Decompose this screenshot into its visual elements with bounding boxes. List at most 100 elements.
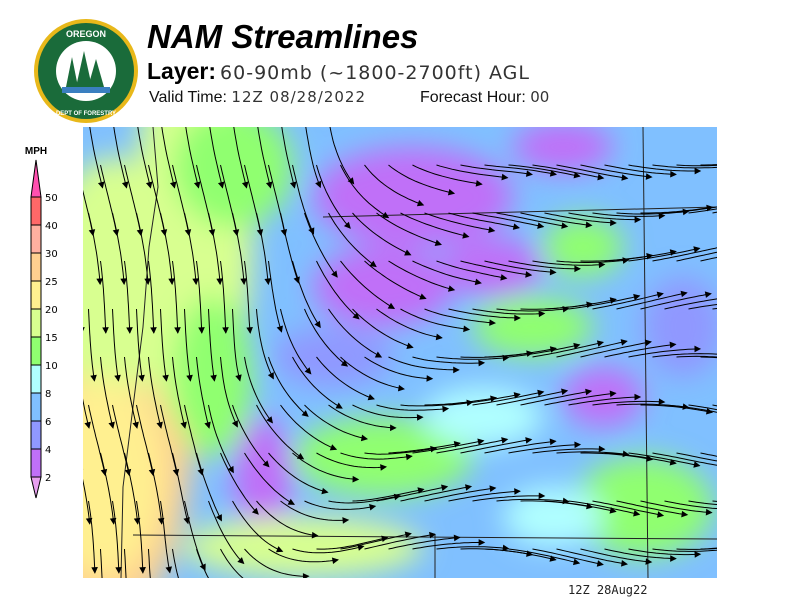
streamline xyxy=(400,308,470,330)
streamline-arrow xyxy=(360,434,369,442)
streamline xyxy=(532,341,604,358)
streamline-arrow xyxy=(150,327,157,334)
streamline xyxy=(364,260,426,299)
streamline-arrow xyxy=(417,487,425,494)
streamline xyxy=(113,127,127,188)
streamline xyxy=(424,308,495,324)
streamline-arrow xyxy=(634,393,642,401)
streamline-arrow xyxy=(435,333,443,341)
streamline xyxy=(160,500,171,573)
streamline-arrow xyxy=(416,414,424,421)
streamline xyxy=(520,212,592,226)
streamline xyxy=(329,127,354,184)
streamline xyxy=(112,500,120,573)
streamline xyxy=(124,452,139,524)
streamline xyxy=(148,548,151,578)
layer-value: 60-90mb (~1800-2700ft) AGL xyxy=(220,62,530,84)
streamline xyxy=(604,343,676,358)
streamline-arrow xyxy=(85,517,93,525)
streamline xyxy=(664,500,717,510)
streamline xyxy=(83,478,91,524)
streamline-arrow xyxy=(681,510,689,518)
streamline-arrow xyxy=(287,498,295,505)
streamline-arrow xyxy=(264,278,272,286)
streamline-arrow xyxy=(198,327,205,334)
streamline xyxy=(220,356,238,427)
streamline xyxy=(652,164,717,169)
streamline xyxy=(400,486,472,502)
streamline xyxy=(100,452,115,524)
streamline-arrow xyxy=(657,511,665,518)
streamline xyxy=(508,344,580,358)
streamline-arrow xyxy=(193,181,201,189)
streamline xyxy=(448,212,520,229)
legend-tick: 50 xyxy=(45,193,58,204)
streamline xyxy=(676,164,717,167)
streamline xyxy=(460,439,532,454)
streamline xyxy=(460,164,532,175)
wind-speed-region xyxy=(313,147,513,247)
streamline-arrow xyxy=(156,421,163,429)
streamline xyxy=(424,487,496,502)
legend-swatch xyxy=(30,196,42,226)
legend-swatch xyxy=(30,448,42,478)
streamline xyxy=(388,164,455,194)
streamline xyxy=(148,452,163,524)
streamline xyxy=(592,293,663,310)
streamline-arrow xyxy=(289,181,297,189)
streamline-arrow xyxy=(90,374,97,382)
streamline xyxy=(268,356,309,417)
streamline-arrow xyxy=(419,293,427,300)
streamline xyxy=(316,164,351,229)
streamline xyxy=(484,164,556,175)
streamline-arrow xyxy=(656,291,664,299)
streamline xyxy=(136,500,144,573)
streamline xyxy=(472,308,545,315)
streamline xyxy=(700,256,717,262)
streamline-arrow xyxy=(489,485,497,492)
streamline-arrow xyxy=(343,221,351,229)
streamline-arrow xyxy=(525,170,534,177)
streamline-arrow xyxy=(174,327,181,334)
streamline xyxy=(328,404,396,429)
streamline-arrow xyxy=(549,268,557,276)
streamline-arrow xyxy=(301,410,309,417)
legend-top-arrow xyxy=(30,159,42,198)
streamline-arrow xyxy=(694,167,702,175)
streamline-arrow xyxy=(262,460,270,468)
streamline xyxy=(256,500,318,537)
streamline xyxy=(544,298,616,310)
streamline xyxy=(652,548,717,552)
streamline xyxy=(256,212,269,285)
streamline-arrow xyxy=(658,212,666,220)
streamline xyxy=(124,548,127,578)
streamline xyxy=(208,212,221,285)
streamline xyxy=(89,127,103,188)
streamline xyxy=(256,308,274,379)
streamline xyxy=(100,356,114,428)
streamline xyxy=(196,260,203,333)
streamline xyxy=(88,500,96,573)
streamline-arrow xyxy=(489,319,497,326)
streamline xyxy=(640,500,712,514)
streamline-arrow xyxy=(474,278,482,286)
wind-speed-region xyxy=(83,377,163,577)
streamline xyxy=(232,404,270,467)
streamline xyxy=(244,452,295,505)
streamline xyxy=(208,308,215,381)
streamline-arrow xyxy=(227,465,234,474)
streamline xyxy=(604,548,676,560)
streamline xyxy=(652,452,717,466)
streamline xyxy=(244,356,273,423)
streamline-arrow xyxy=(120,278,127,286)
streamline xyxy=(424,212,495,232)
streamline xyxy=(688,404,717,411)
streamline-arrow xyxy=(670,555,677,562)
streamline-arrow xyxy=(658,398,666,405)
streamline-arrow xyxy=(585,221,593,229)
streamline-arrow xyxy=(512,223,520,230)
streamline xyxy=(448,393,520,406)
streamline xyxy=(628,164,701,172)
streamline xyxy=(148,356,162,428)
streamline xyxy=(580,548,652,563)
